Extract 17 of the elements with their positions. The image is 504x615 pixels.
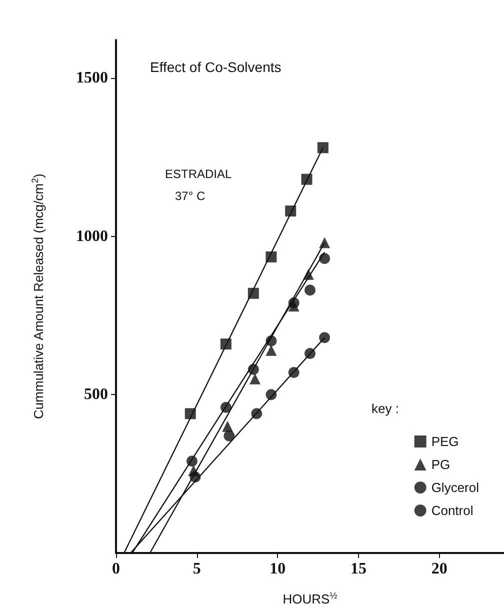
x-tick-label: 10 [270, 560, 286, 578]
x-tick-label: 20 [431, 560, 448, 578]
y-tick-label: 1500 [76, 70, 108, 86]
annotation: ESTRADIAL [165, 167, 232, 181]
text: Effect of Co-Solvents [150, 59, 282, 75]
annotation: 37° C [175, 189, 206, 203]
y-tick-label: 1000 [76, 228, 108, 245]
x-tick-label: 15 [350, 560, 366, 578]
legend-label: PG [431, 457, 450, 472]
y-axis-title: Cummulative Amount Released (mcg/cm2) [30, 174, 46, 419]
legend-label: Glycerol [431, 480, 480, 495]
x-tick-label: 5 [192, 560, 201, 578]
y-tick-label: 500 [84, 386, 108, 404]
legend-label: Control [431, 503, 474, 518]
legend-label: PEG [431, 434, 459, 449]
legend-title: key : [372, 401, 400, 416]
x-tick-label: 0 [112, 560, 120, 578]
